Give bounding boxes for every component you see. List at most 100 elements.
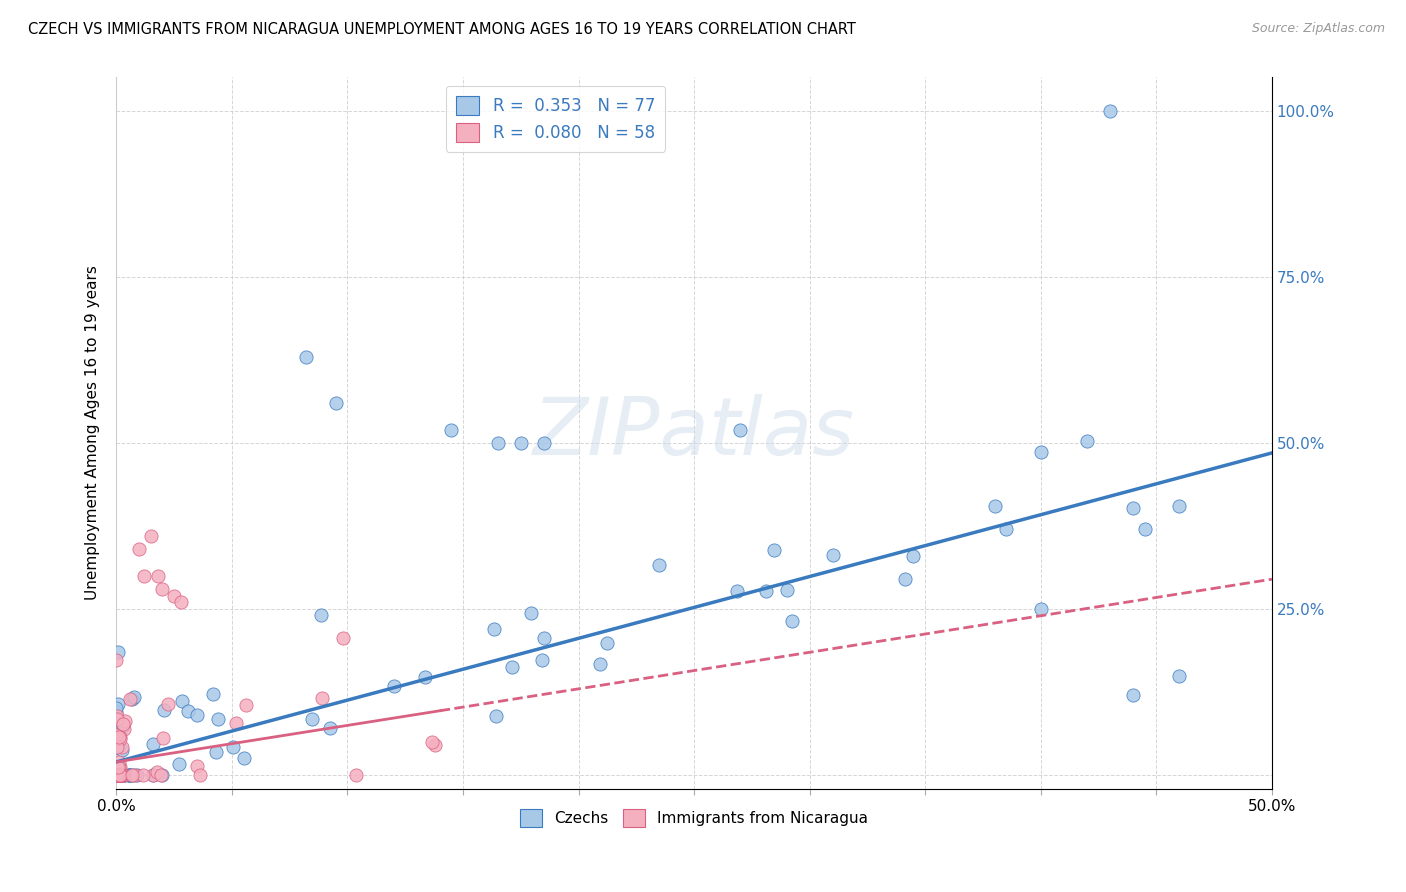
Point xyxy=(202,687,225,701)
Point xyxy=(110,768,132,782)
Point xyxy=(163,589,186,603)
Point xyxy=(983,499,1005,513)
Point xyxy=(177,704,200,718)
Point xyxy=(509,436,531,450)
Point xyxy=(501,659,523,673)
Point xyxy=(110,768,132,782)
Point xyxy=(110,760,132,774)
Point xyxy=(107,760,129,774)
Point xyxy=(152,582,174,596)
Point xyxy=(730,423,752,437)
Point xyxy=(589,657,612,672)
Point xyxy=(1122,689,1144,703)
Point xyxy=(132,569,155,583)
Point xyxy=(420,735,443,749)
Point xyxy=(1076,434,1098,449)
Point xyxy=(1029,602,1052,616)
Point xyxy=(105,708,128,723)
Point xyxy=(105,723,128,738)
Point xyxy=(110,768,132,782)
Point xyxy=(108,768,131,782)
Point xyxy=(325,396,347,410)
Point xyxy=(152,703,174,717)
Point xyxy=(111,719,134,733)
Point xyxy=(110,740,132,755)
Y-axis label: Unemployment Among Ages 16 to 19 years: Unemployment Among Ages 16 to 19 years xyxy=(86,266,100,600)
Point xyxy=(105,653,128,667)
Point xyxy=(112,768,135,782)
Point xyxy=(762,542,785,557)
Point xyxy=(382,680,405,694)
Point xyxy=(440,423,463,437)
Point xyxy=(150,768,173,782)
Point xyxy=(725,583,748,598)
Point xyxy=(105,712,128,726)
Point xyxy=(105,740,128,755)
Text: CZECH VS IMMIGRANTS FROM NICARAGUA UNEMPLOYMENT AMONG AGES 16 TO 19 YEARS CORREL: CZECH VS IMMIGRANTS FROM NICARAGUA UNEMP… xyxy=(28,22,856,37)
Point xyxy=(146,569,169,583)
Point xyxy=(995,522,1018,536)
Point xyxy=(105,768,128,782)
Point xyxy=(132,768,155,782)
Point xyxy=(105,701,128,715)
Point xyxy=(232,751,254,765)
Point xyxy=(146,764,169,779)
Point xyxy=(105,768,128,782)
Point xyxy=(105,768,128,782)
Point xyxy=(225,715,247,730)
Point xyxy=(105,768,128,782)
Point xyxy=(1133,522,1156,536)
Point xyxy=(301,712,323,726)
Point xyxy=(108,768,131,782)
Point xyxy=(235,698,257,712)
Point xyxy=(105,740,128,755)
Point xyxy=(157,698,180,712)
Point xyxy=(485,708,508,723)
Point xyxy=(1099,103,1122,118)
Point xyxy=(124,768,146,782)
Point xyxy=(105,705,128,719)
Point xyxy=(110,731,132,746)
Point xyxy=(107,697,129,711)
Point xyxy=(118,768,141,782)
Point xyxy=(205,745,228,759)
Point xyxy=(112,768,135,782)
Point xyxy=(107,730,129,744)
Point xyxy=(775,582,797,597)
Point xyxy=(207,712,229,726)
Point xyxy=(222,739,245,754)
Point xyxy=(107,645,129,659)
Point xyxy=(311,690,333,705)
Point xyxy=(111,768,134,782)
Point xyxy=(152,731,174,746)
Point xyxy=(309,607,332,622)
Point xyxy=(780,614,803,628)
Point xyxy=(142,768,165,782)
Point xyxy=(111,768,134,782)
Point xyxy=(120,768,142,782)
Legend: Czechs, Immigrants from Nicaragua: Czechs, Immigrants from Nicaragua xyxy=(513,801,876,834)
Point xyxy=(821,548,844,562)
Text: ZIPatlas: ZIPatlas xyxy=(533,394,855,472)
Point xyxy=(107,768,129,782)
Point xyxy=(423,738,446,752)
Point xyxy=(105,768,128,782)
Point xyxy=(482,623,505,637)
Point xyxy=(108,768,131,782)
Point xyxy=(122,690,145,704)
Point xyxy=(901,549,924,563)
Point xyxy=(332,631,354,645)
Point xyxy=(413,670,436,684)
Point xyxy=(520,606,543,620)
Point xyxy=(107,768,129,782)
Point xyxy=(186,708,208,723)
Point xyxy=(114,714,136,728)
Point xyxy=(170,595,193,609)
Point xyxy=(486,436,509,450)
Point xyxy=(294,350,316,364)
Point xyxy=(107,731,129,746)
Point xyxy=(118,768,141,782)
Point xyxy=(122,768,145,782)
Point xyxy=(172,694,194,708)
Point xyxy=(169,757,191,772)
